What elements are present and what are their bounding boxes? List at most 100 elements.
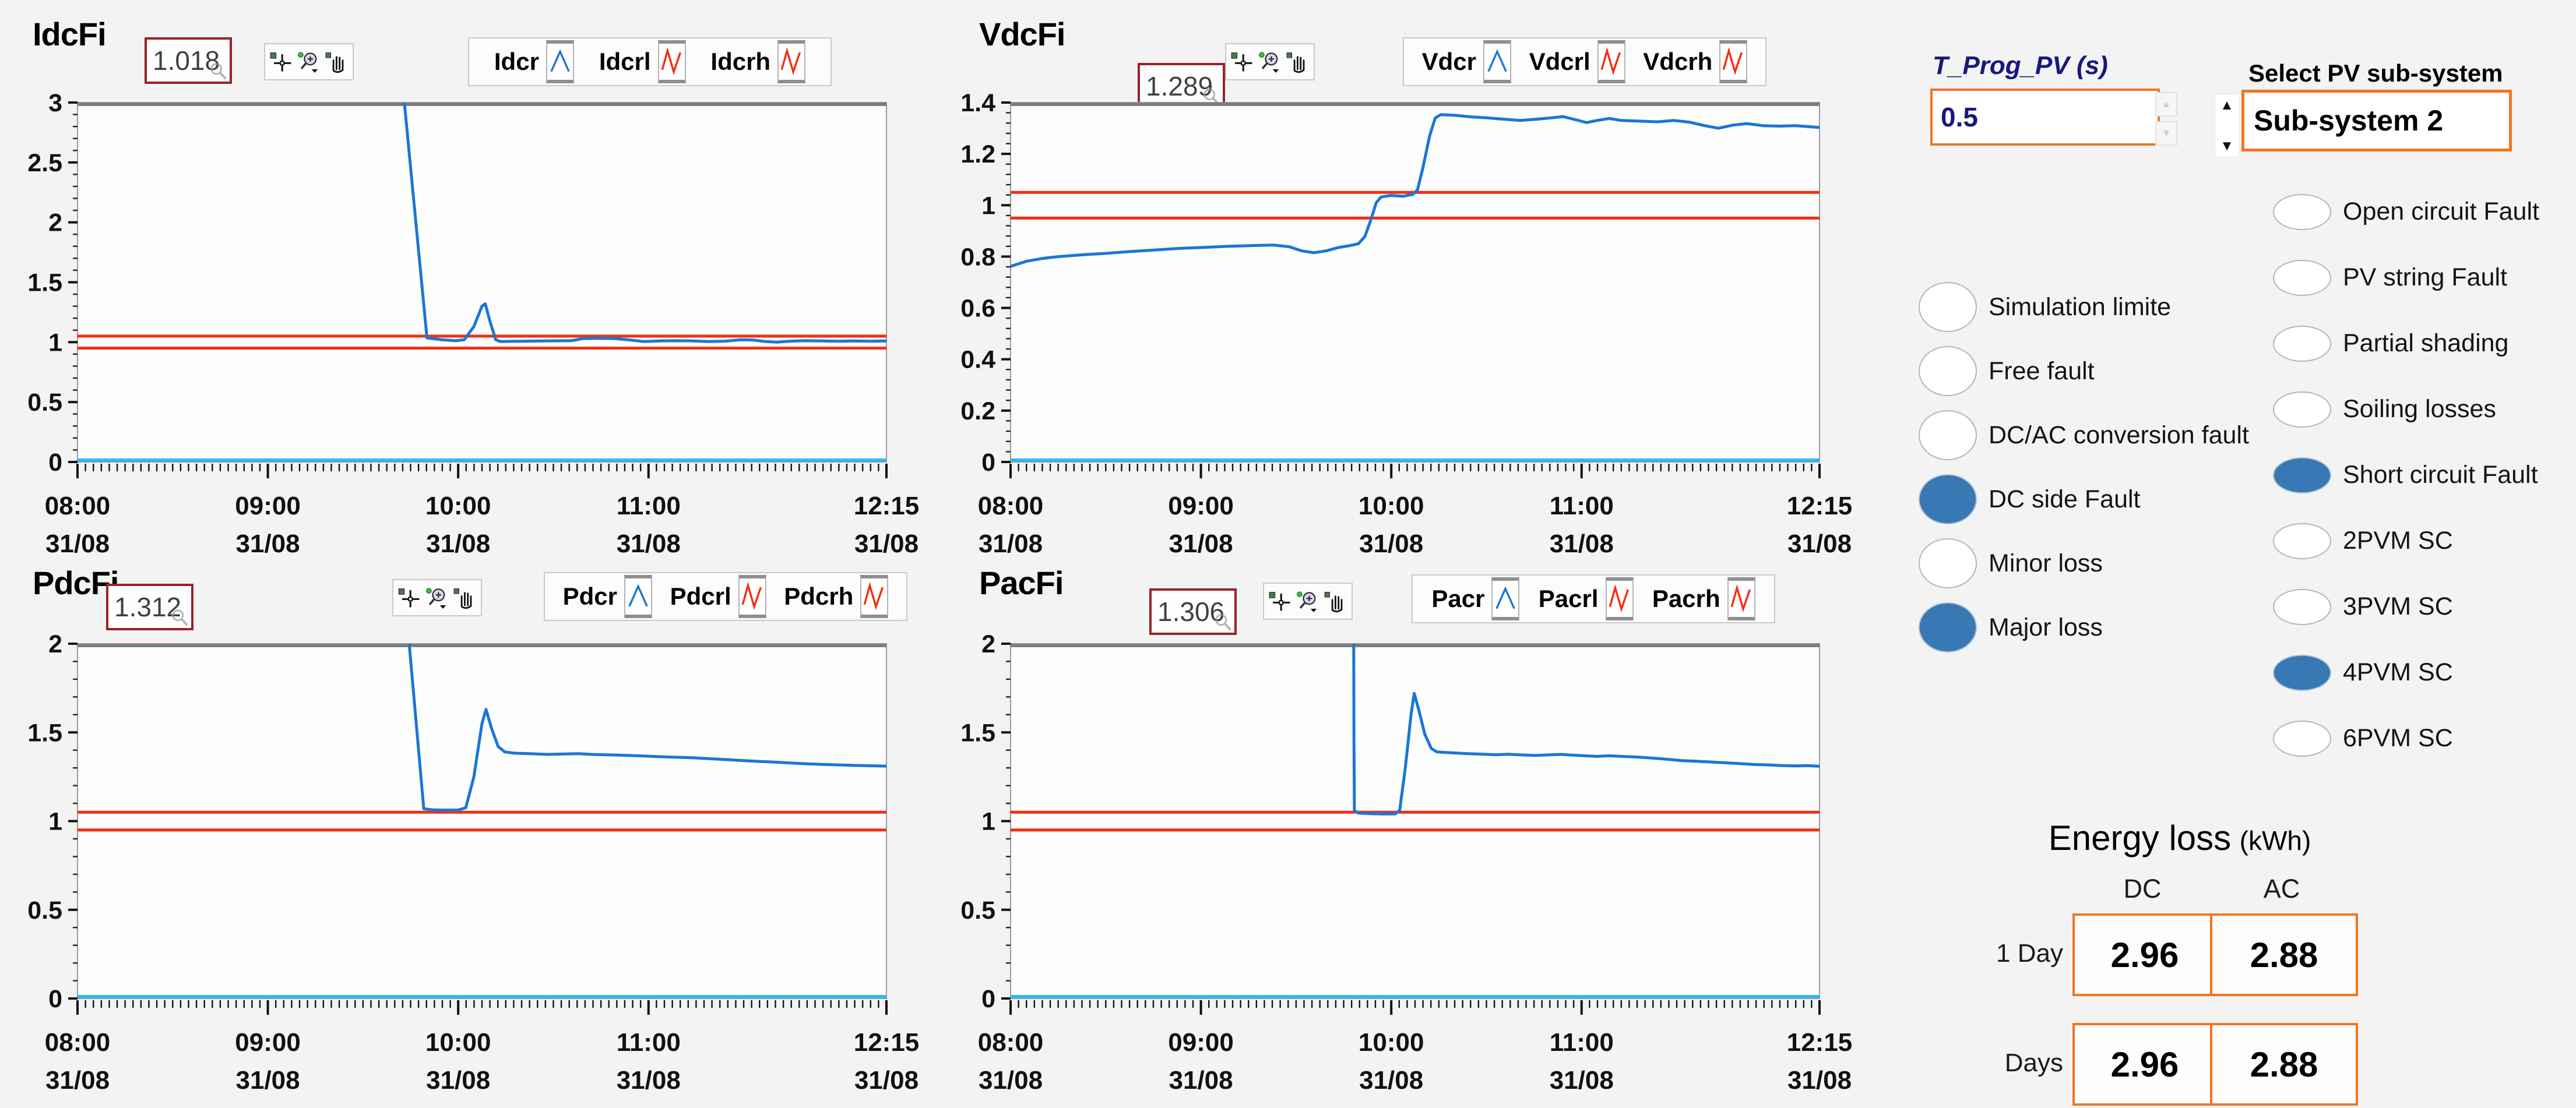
svg-text:3: 3 [48, 89, 62, 117]
radio-option-4pvm-sc[interactable]: 4PVM SC [2273, 640, 2539, 705]
vdcfi-plot-area[interactable]: 0 0.2 0.4 0.6 0.8 1 1.2 1.4 08:00 31/08 09:00 31/08… [960, 89, 1852, 558]
radio-unselected-icon[interactable] [2273, 193, 2331, 230]
radio-option-short-circuit-fault[interactable]: Short circuit Fault [2273, 442, 2539, 508]
svg-text:0.6: 0.6 [960, 295, 995, 323]
legend-entry-vdcrl[interactable]: Vdcrl [1529, 40, 1625, 83]
radio-selected-icon[interactable] [2273, 654, 2331, 691]
svg-text:10:00: 10:00 [1359, 492, 1424, 520]
radio-option-free-fault[interactable]: Free fault [1919, 339, 2249, 403]
radio-option-dc-side-fault[interactable]: DC side Fault [1919, 467, 2249, 531]
legend-swatch-icon [777, 40, 806, 83]
legend-entry-pacrl[interactable]: Pacrl [1539, 577, 1634, 620]
legend-entry-pdcrh[interactable]: Pdcrh [784, 575, 889, 618]
select-subsystem-label: Select PV sub-system [2248, 59, 2503, 87]
subsystem-dropdown[interactable]: Sub-system 2 [2241, 90, 2512, 151]
tprog-pv-input[interactable]: 0.5 [1930, 89, 2160, 146]
svg-text:0: 0 [981, 985, 995, 1013]
subsystem-down-icon[interactable]: ▼ [2220, 138, 2234, 154]
radio-option-soiling-losses[interactable]: Soiling losses [2273, 376, 2539, 442]
tprog-pv-label: T_Prog_PV (s) [1933, 51, 2108, 80]
legend-entry-pdcr[interactable]: Pdcr [563, 575, 652, 618]
radio-option-2pvm-sc[interactable]: 2PVM SC [2273, 508, 2539, 574]
radio-option-6pvm-sc[interactable]: 6PVM SC [2273, 705, 2539, 771]
radio-option-label: Open circuit Fault [2343, 197, 2539, 225]
fault-radio-group-right: Open circuit Fault PV string Fault Partial… [2273, 179, 2539, 771]
subsystem-stepper: ▲ ▼ [2215, 94, 2239, 157]
svg-text:31/08: 31/08 [979, 530, 1043, 558]
pan-hand-tool-icon[interactable] [453, 586, 477, 609]
legend-label: Idcrl [599, 48, 651, 75]
radio-unselected-icon[interactable] [1919, 346, 1977, 396]
legend-entry-vdcrh[interactable]: Vdcrh [1643, 40, 1748, 83]
legend-entry-idcr[interactable]: Idcr [494, 40, 574, 83]
svg-text:08:00: 08:00 [45, 1028, 111, 1057]
legend-entry-idcrh[interactable]: Idcrh [710, 40, 806, 83]
energy-1day-dc-indicator: 2.96 [2072, 913, 2217, 996]
zoom-tool-icon[interactable] [425, 586, 449, 609]
radio-option-pv-string-fault[interactable]: PV string Fault [2273, 245, 2539, 310]
cross-tool-icon[interactable] [1269, 590, 1292, 613]
svg-text:0: 0 [48, 985, 62, 1013]
radio-option-minor-loss[interactable]: Minor loss [1919, 531, 2249, 595]
svg-text:2: 2 [48, 209, 62, 237]
legend-entry-pdcrl[interactable]: Pdcrl [670, 575, 766, 618]
spinner-up-button[interactable]: ▲ [2155, 92, 2177, 117]
radio-unselected-icon[interactable] [2273, 391, 2331, 428]
radio-unselected-icon[interactable] [2273, 720, 2331, 757]
legend-label: Pacrl [1538, 585, 1599, 612]
legend-entry-pacr[interactable]: Pacr [1431, 577, 1520, 620]
radio-option-simulation-limite[interactable]: Simulation limite [1919, 275, 2249, 339]
indicator-value: 1.018 [153, 45, 220, 76]
pan-hand-tool-icon[interactable] [325, 50, 349, 73]
legend-entry-idcrl[interactable]: Idcrl [599, 40, 686, 83]
spinner-down-button[interactable]: ▼ [2155, 121, 2177, 146]
legend-label: Vdcrl [1529, 48, 1590, 75]
zoom-tool-icon[interactable] [297, 50, 321, 73]
radio-option-partial-shading[interactable]: Partial shading [2273, 310, 2539, 376]
pan-hand-tool-icon[interactable] [1324, 590, 1347, 613]
cross-tool-icon[interactable] [398, 586, 421, 609]
radio-option-3pvm-sc[interactable]: 3PVM SC [2273, 574, 2539, 640]
radio-unselected-icon[interactable] [1919, 410, 1977, 460]
radio-option-label: 6PVM SC [2343, 724, 2453, 752]
svg-text:31/08: 31/08 [617, 1066, 681, 1095]
radio-option-major-loss[interactable]: Major loss [1919, 595, 2249, 659]
legend-label: Pdcrh [784, 583, 854, 610]
pdcfi-indicator: 1.312 [106, 584, 193, 630]
radio-option-label: 3PVM SC [2343, 592, 2453, 620]
radio-unselected-icon[interactable] [2273, 523, 2331, 559]
cross-tool-icon[interactable] [1231, 50, 1254, 73]
svg-text:12:15: 12:15 [854, 492, 920, 520]
zoom-tool-icon[interactable] [1296, 590, 1319, 613]
legend-entry-vdcr[interactable]: Vdcr [1422, 40, 1511, 83]
radio-unselected-icon[interactable] [1919, 538, 1977, 588]
svg-text:31/08: 31/08 [979, 1066, 1043, 1095]
energy-loss-title: Energy loss (kWh) [1993, 818, 2366, 858]
vdcfi-indicator: 1.289 [1138, 63, 1225, 110]
legend-entry-pacrh[interactable]: Pacrh [1652, 577, 1755, 620]
radio-option-dc-ac-conversion-fault[interactable]: DC/AC conversion fault [1919, 403, 2249, 467]
graph-tool-palette [264, 43, 354, 80]
pan-hand-tool-icon[interactable] [1286, 50, 1310, 73]
chart-vdcfi: VdcFi 1.289 Vdcr Vdcrl Vdcrh 0 0.2 0.4 0.6 0… [957, 5, 1887, 558]
radio-selected-icon[interactable] [2273, 457, 2331, 493]
chart-idcfi: IdcFi 1.018 Idcr Idcrl Idcrh 0 0.5 1 1.5 2 2.… [10, 5, 941, 558]
legend-swatch-icon [657, 40, 686, 83]
cross-tool-icon[interactable] [270, 50, 293, 73]
svg-text:1.2: 1.2 [960, 140, 995, 168]
radio-selected-icon[interactable] [1919, 602, 1977, 652]
subsystem-up-icon[interactable]: ▲ [2220, 97, 2234, 113]
radio-selected-icon[interactable] [1919, 474, 1977, 524]
pacfi-indicator: 1.306 [1149, 588, 1237, 635]
radio-unselected-icon[interactable] [2273, 325, 2331, 362]
radio-unselected-icon[interactable] [2273, 259, 2331, 296]
radio-unselected-icon[interactable] [1919, 282, 1977, 332]
pacfi-plot-area[interactable]: 0 0.5 1 1.5 2 08:00 31/08 09:00 31/08 10:00 31/08 1… [960, 630, 1852, 1095]
idcfi-plot-area[interactable]: 0 0.5 1 1.5 2 2.5 3 08:00 31/08 09:00 31/08 10:00 31… [27, 89, 919, 558]
radio-unselected-icon[interactable] [2273, 588, 2331, 625]
graph-tool-palette [1225, 43, 1315, 80]
radio-option-open-circuit-fault[interactable]: Open circuit Fault [2273, 179, 2539, 245]
chart-pacfi: PacFi 1.306 Pacr Pacrl Pacrh 0 0.5 1 1.5 2 08… [957, 553, 1887, 1106]
pdcfi-plot-area[interactable]: 0 0.5 1 1.5 2 08:00 31/08 09:00 31/08 10:00 31/08 1… [27, 630, 919, 1095]
zoom-tool-icon[interactable] [1258, 50, 1282, 73]
